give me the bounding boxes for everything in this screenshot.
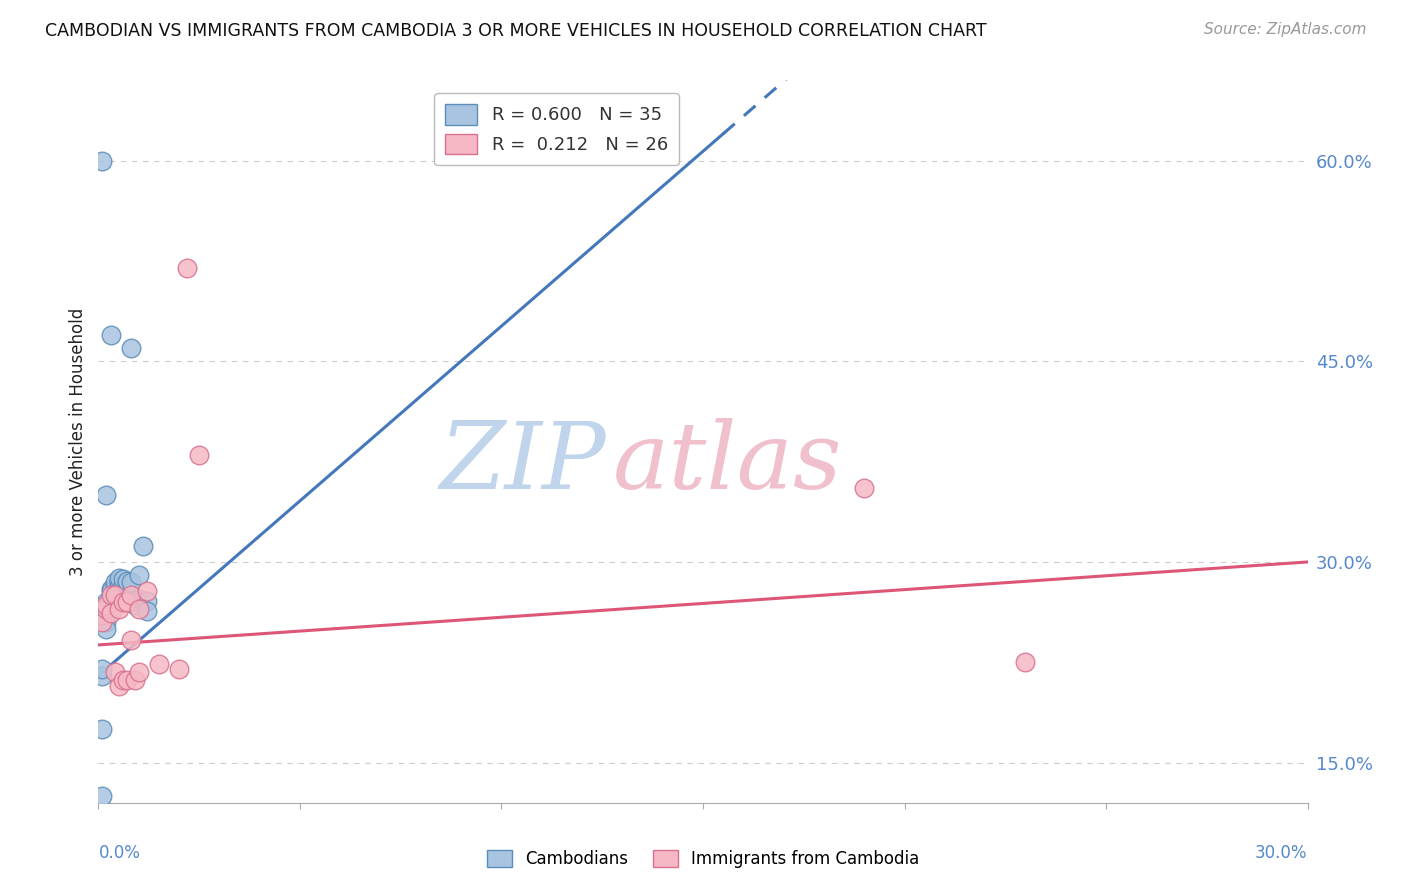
Point — [96, 622, 118, 636]
Text: CAMBODIAN VS IMMIGRANTS FROM CAMBODIA 3 OR MORE VEHICLES IN HOUSEHOLD CORRELATIO: CAMBODIAN VS IMMIGRANTS FROM CAMBODIA 3 … — [45, 22, 987, 40]
Point — [103, 575, 125, 590]
Point — [100, 809, 122, 823]
Point — [120, 575, 142, 590]
Point — [124, 594, 146, 608]
Point — [132, 539, 155, 553]
Point — [91, 615, 114, 630]
Point — [96, 595, 118, 609]
Point — [115, 576, 138, 591]
Point — [167, 662, 190, 676]
Text: Source: ZipAtlas.com: Source: ZipAtlas.com — [1204, 22, 1367, 37]
Point — [115, 574, 138, 588]
Point — [853, 482, 876, 496]
Point — [128, 592, 150, 607]
Legend: Cambodians, Immigrants from Cambodia: Cambodians, Immigrants from Cambodia — [479, 843, 927, 875]
Text: 30.0%: 30.0% — [1256, 845, 1308, 863]
Point — [103, 582, 125, 596]
Point — [103, 812, 125, 826]
Point — [91, 723, 114, 737]
Point — [100, 584, 122, 599]
Point — [115, 595, 138, 609]
Point — [111, 673, 134, 687]
Point — [103, 589, 125, 603]
Point — [115, 673, 138, 687]
Point — [107, 571, 129, 585]
Point — [91, 789, 114, 804]
Point — [107, 579, 129, 593]
Point — [1014, 655, 1036, 669]
Point — [148, 657, 170, 671]
Point — [100, 589, 122, 603]
Point — [96, 598, 118, 612]
Point — [135, 584, 157, 599]
Point — [91, 669, 114, 683]
Text: 0.0%: 0.0% — [98, 845, 141, 863]
Point — [135, 605, 157, 619]
Point — [91, 602, 114, 616]
Point — [91, 153, 114, 168]
Point — [107, 680, 129, 694]
Point — [120, 341, 142, 355]
Point — [96, 488, 118, 502]
Point — [120, 632, 142, 647]
Point — [103, 665, 125, 679]
Point — [100, 606, 122, 620]
Point — [128, 665, 150, 679]
Point — [100, 582, 122, 596]
Point — [120, 589, 142, 603]
Point — [128, 568, 150, 582]
Point — [96, 615, 118, 630]
Point — [107, 575, 129, 590]
Point — [107, 602, 129, 616]
Point — [124, 673, 146, 687]
Point — [91, 608, 114, 623]
Point — [188, 448, 211, 462]
Point — [111, 578, 134, 592]
Point — [124, 598, 146, 612]
Point — [111, 573, 134, 587]
Point — [100, 589, 122, 603]
Legend: R = 0.600   N = 35, R =  0.212   N = 26: R = 0.600 N = 35, R = 0.212 N = 26 — [434, 93, 679, 165]
Y-axis label: 3 or more Vehicles in Household: 3 or more Vehicles in Household — [69, 308, 87, 575]
Point — [128, 602, 150, 616]
Point — [111, 595, 134, 609]
Point — [96, 806, 118, 821]
Point — [96, 602, 118, 616]
Point — [135, 594, 157, 608]
Point — [176, 260, 198, 275]
Text: ZIP: ZIP — [440, 418, 606, 508]
Text: atlas: atlas — [613, 418, 842, 508]
Point — [91, 662, 114, 676]
Point — [100, 327, 122, 342]
